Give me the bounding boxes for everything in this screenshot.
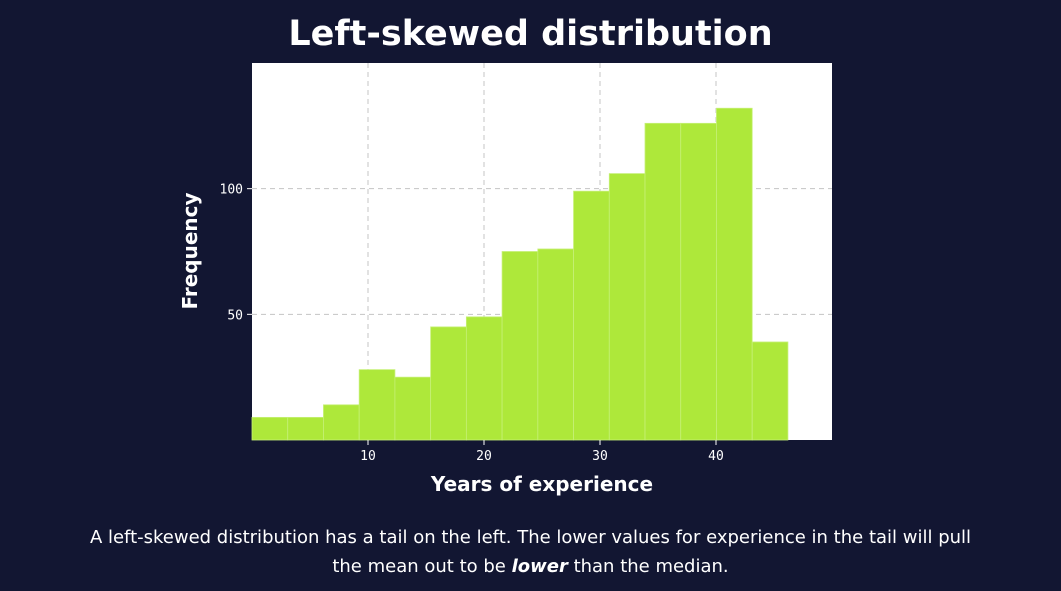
y-tick-label: 100: [220, 183, 243, 198]
caption-text-after: than the median.: [567, 556, 729, 577]
histogram-bar: [608, 173, 646, 441]
histogram-bar: [394, 376, 432, 441]
histogram-bar: [358, 369, 396, 441]
x-axis-ticks: 10 20 30 40: [360, 440, 724, 464]
histogram-bar: [680, 122, 717, 441]
histogram-bars: [251, 107, 789, 441]
histogram-bar: [537, 248, 574, 441]
x-axis-label: Years of experience: [430, 472, 653, 496]
histogram-bar: [751, 341, 789, 441]
histogram-bar: [323, 404, 360, 441]
histogram-bar: [430, 326, 467, 441]
y-axis-ticks: 50 100: [220, 183, 252, 323]
chart-caption: A left-skewed distribution has a tail on…: [80, 523, 981, 581]
y-axis-label: Frequency: [178, 192, 202, 309]
histogram-bar: [644, 122, 682, 441]
x-tick-label: 20: [476, 449, 492, 464]
caption-emphasis: lower: [511, 556, 568, 577]
histogram-bar: [716, 107, 753, 441]
histogram-bar: [573, 190, 610, 441]
histogram-bar: [251, 416, 289, 441]
y-tick-label: 50: [227, 308, 243, 323]
histogram-bar: [465, 316, 503, 441]
histogram-bar: [501, 251, 539, 441]
x-tick-label: 10: [360, 449, 376, 464]
x-tick-label: 40: [708, 449, 724, 464]
x-tick-label: 30: [592, 449, 608, 464]
chart-title: Left-skewed distribution: [288, 14, 773, 54]
caption-text-before: A left-skewed distribution has a tail on…: [89, 527, 972, 577]
histogram-bar: [287, 416, 324, 441]
